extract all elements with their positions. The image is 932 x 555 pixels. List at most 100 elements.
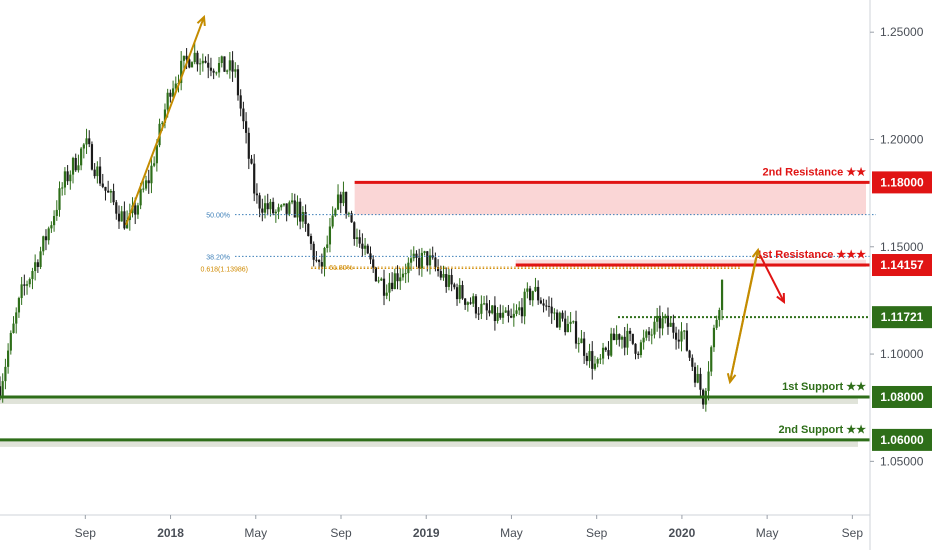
candle-body [374,267,378,282]
candle-body [380,278,383,281]
candle-34 [90,141,94,171]
candle-body [558,312,561,328]
candle-171 [461,280,464,300]
candle-body [569,321,572,324]
candle-body [363,245,367,249]
candle-body [580,338,583,344]
candle-103 [277,203,280,220]
support-zone-2 [0,440,858,447]
candle-156 [420,247,423,277]
candle-206 [555,309,559,328]
candle-189 [510,308,513,319]
candle-128 [345,191,348,219]
candle-12 [31,267,34,290]
candle-body [350,213,353,223]
candle-body [353,222,356,239]
candle-160 [431,246,434,260]
candle-body [217,63,221,73]
candle-3 [7,343,10,374]
candle-body [439,271,442,278]
candle-172 [464,297,467,310]
candle-239 [645,329,648,341]
candle-23 [61,182,64,196]
candle-39 [104,186,107,201]
candle-101 [272,197,275,216]
price-tag-label: 1.18000 [880,175,924,189]
candle-body [391,282,394,290]
candle-body [528,288,532,301]
candle-body [447,274,451,287]
candle-190 [512,303,515,327]
candle-body [596,359,599,364]
candle-261 [704,387,707,412]
candle-111 [299,198,302,230]
candle-body [669,322,672,327]
candle-body [477,313,480,315]
x-tick-label-7: 2020 [669,526,696,540]
candle-18 [47,226,50,245]
candle-87 [234,62,237,78]
candle-21 [55,200,58,221]
candle-67 [180,51,183,91]
candle-body [550,306,553,314]
candle-127 [342,181,345,207]
candle-body [255,193,259,196]
candle-body [399,277,402,282]
candle-body [618,334,621,340]
candle-162 [437,259,440,277]
candle-82 [220,55,223,68]
candle-196 [528,285,532,306]
candle-137 [369,246,372,265]
candle-body [290,200,294,203]
candle-body [372,259,375,268]
candle-166 [447,268,451,291]
candle-208 [561,310,564,322]
candle-body [488,310,491,314]
x-tick-label-4: 2019 [413,526,440,540]
candle-body [437,267,440,272]
candle-118 [318,259,321,270]
candle-233 [629,327,632,342]
price-tag-label: 1.11721 [881,310,924,324]
candle-body [547,305,551,307]
candle-body [93,169,96,177]
price-tag [872,171,932,194]
candle-104 [280,203,283,211]
candle-247 [666,307,670,335]
candle-78 [209,57,213,77]
candle-225 [607,341,610,360]
candle-body [639,342,643,356]
candle-35 [93,163,96,179]
candle-213 [574,310,578,349]
candle-26 [69,170,72,190]
candle-96 [258,192,261,218]
candle-54 [144,175,148,191]
candle-body [361,243,364,249]
candle-102 [274,209,277,223]
candle-61 [163,103,167,129]
candle-body [88,138,91,145]
candle-body [285,203,288,214]
candle-body [266,203,269,210]
candle-body [25,284,29,286]
candle-197 [531,290,534,307]
candle-body [55,209,58,216]
candle-body [718,310,721,320]
candle-94 [253,154,256,202]
candle-body [244,121,248,133]
candle-205 [553,308,556,321]
rebound-arrow [729,247,762,383]
candle-254 [685,323,689,352]
candle-body [710,347,713,372]
candle-135 [363,237,367,256]
candle-24 [63,167,67,196]
candle-44 [117,205,121,229]
candle-body [50,225,53,229]
candle-body [82,144,85,149]
level-label: 2nd Support ★★ [778,424,866,436]
candle-body [423,251,426,253]
candle-body [207,62,210,68]
level-label: 1st Resistance ★★★ [756,249,866,261]
candle-body [491,305,494,314]
candle-57 [153,156,156,168]
